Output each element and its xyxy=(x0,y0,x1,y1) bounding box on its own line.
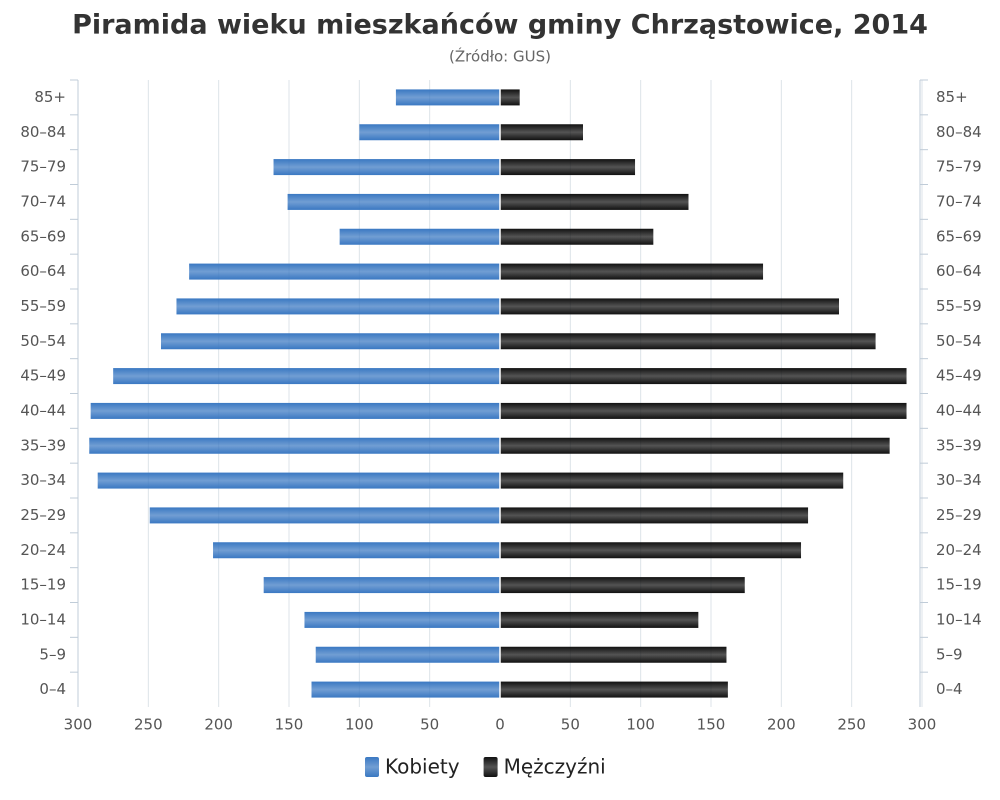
y-tick-label: 10–14 xyxy=(936,610,982,628)
bar xyxy=(160,333,500,350)
y-tick-label: 50–54 xyxy=(936,332,982,350)
legend-swatch xyxy=(483,757,498,777)
y-tick-label: 35–39 xyxy=(20,436,66,454)
chart-subtitle: (Źródło: GUS) xyxy=(449,47,551,66)
y-tick-label: 20–24 xyxy=(20,541,66,559)
bar xyxy=(500,193,689,210)
bar xyxy=(359,124,500,141)
legend-text: Kobiety xyxy=(385,755,460,779)
bar xyxy=(273,159,500,176)
bar xyxy=(500,368,907,385)
y-tick-label: 30–34 xyxy=(936,471,982,489)
x-tick-label: 100 xyxy=(626,716,655,734)
bar xyxy=(500,577,745,594)
bar xyxy=(500,681,728,698)
y-tick-label: 5–9 xyxy=(39,645,66,663)
y-tick-label: 60–64 xyxy=(936,262,982,280)
bar xyxy=(500,298,840,315)
x-tick-label: 150 xyxy=(275,716,304,734)
bar xyxy=(304,611,500,628)
bar xyxy=(500,333,876,350)
y-tick-label: 5–9 xyxy=(936,645,963,663)
bar xyxy=(113,368,501,385)
bar xyxy=(339,228,500,245)
y-tick-label: 80–84 xyxy=(936,123,982,141)
bar xyxy=(500,159,636,176)
bar xyxy=(287,193,500,210)
y-tick-label: 45–49 xyxy=(936,367,982,385)
chart-title: Piramida wieku mieszkańców gminy Chrząst… xyxy=(72,10,928,41)
bar xyxy=(500,646,727,663)
y-tick-label: 75–79 xyxy=(936,158,982,176)
y-tick-label: 75–79 xyxy=(20,158,66,176)
y-tick-label: 85+ xyxy=(34,88,66,106)
bar xyxy=(500,472,844,489)
y-tick-label: 85+ xyxy=(936,88,968,106)
y-tick-label: 25–29 xyxy=(20,506,66,524)
bar xyxy=(90,402,500,419)
x-tick-label: 50 xyxy=(561,716,580,734)
y-tick-label: 10–14 xyxy=(20,610,66,628)
legend-text: Mężczyźni xyxy=(504,755,606,779)
bar xyxy=(500,437,890,454)
y-tick-label: 55–59 xyxy=(936,297,982,315)
bar xyxy=(213,542,501,559)
bar xyxy=(500,228,654,245)
y-tick-label: 70–74 xyxy=(936,192,982,210)
x-tick-label: 200 xyxy=(204,716,233,734)
x-tick-label: 250 xyxy=(134,716,163,734)
x-tick-label: 300 xyxy=(64,716,93,734)
legend-swatch xyxy=(365,757,379,777)
y-tick-label: 40–44 xyxy=(936,401,982,419)
x-tick-label: 0 xyxy=(495,716,505,734)
x-tick-label: 200 xyxy=(767,716,796,734)
y-tick-label: 0–4 xyxy=(936,680,963,698)
x-tick-label: 250 xyxy=(837,716,866,734)
x-tick-label: 100 xyxy=(345,716,374,734)
y-tick-label: 15–19 xyxy=(936,576,982,594)
bar xyxy=(500,263,764,280)
bar xyxy=(97,472,501,489)
y-tick-label: 45–49 xyxy=(20,367,66,385)
y-tick-label: 30–34 xyxy=(20,471,66,489)
bar xyxy=(315,646,500,663)
y-tick-label: 55–59 xyxy=(20,297,66,315)
x-tick-label: 150 xyxy=(697,716,726,734)
bar xyxy=(311,681,500,698)
bar xyxy=(149,507,501,524)
y-tick-label: 80–84 xyxy=(20,123,66,141)
bar xyxy=(263,577,500,594)
bar xyxy=(176,298,500,315)
y-tick-label: 60–64 xyxy=(20,262,66,280)
bar xyxy=(500,124,583,141)
bar xyxy=(500,507,809,524)
y-tick-label: 65–69 xyxy=(936,227,982,245)
bar xyxy=(89,437,501,454)
y-tick-label: 20–24 xyxy=(936,541,982,559)
y-tick-label: 70–74 xyxy=(20,192,66,210)
bar xyxy=(500,542,802,559)
y-tick-label: 25–29 xyxy=(936,506,982,524)
y-tick-label: 15–19 xyxy=(20,576,66,594)
y-tick-label: 35–39 xyxy=(936,436,982,454)
legend-item: Mężczyźni xyxy=(483,755,606,779)
y-tick-label: 0–4 xyxy=(39,680,66,698)
bar xyxy=(500,89,520,106)
bar xyxy=(500,402,907,419)
bar xyxy=(395,89,500,106)
x-tick-label: 50 xyxy=(420,716,439,734)
legend-item: Kobiety xyxy=(365,755,460,779)
y-tick-label: 50–54 xyxy=(20,332,66,350)
y-tick-label: 65–69 xyxy=(20,227,66,245)
y-tick-label: 40–44 xyxy=(20,401,66,419)
x-tick-label: 300 xyxy=(908,716,937,734)
bar xyxy=(189,263,501,280)
bar xyxy=(500,611,699,628)
